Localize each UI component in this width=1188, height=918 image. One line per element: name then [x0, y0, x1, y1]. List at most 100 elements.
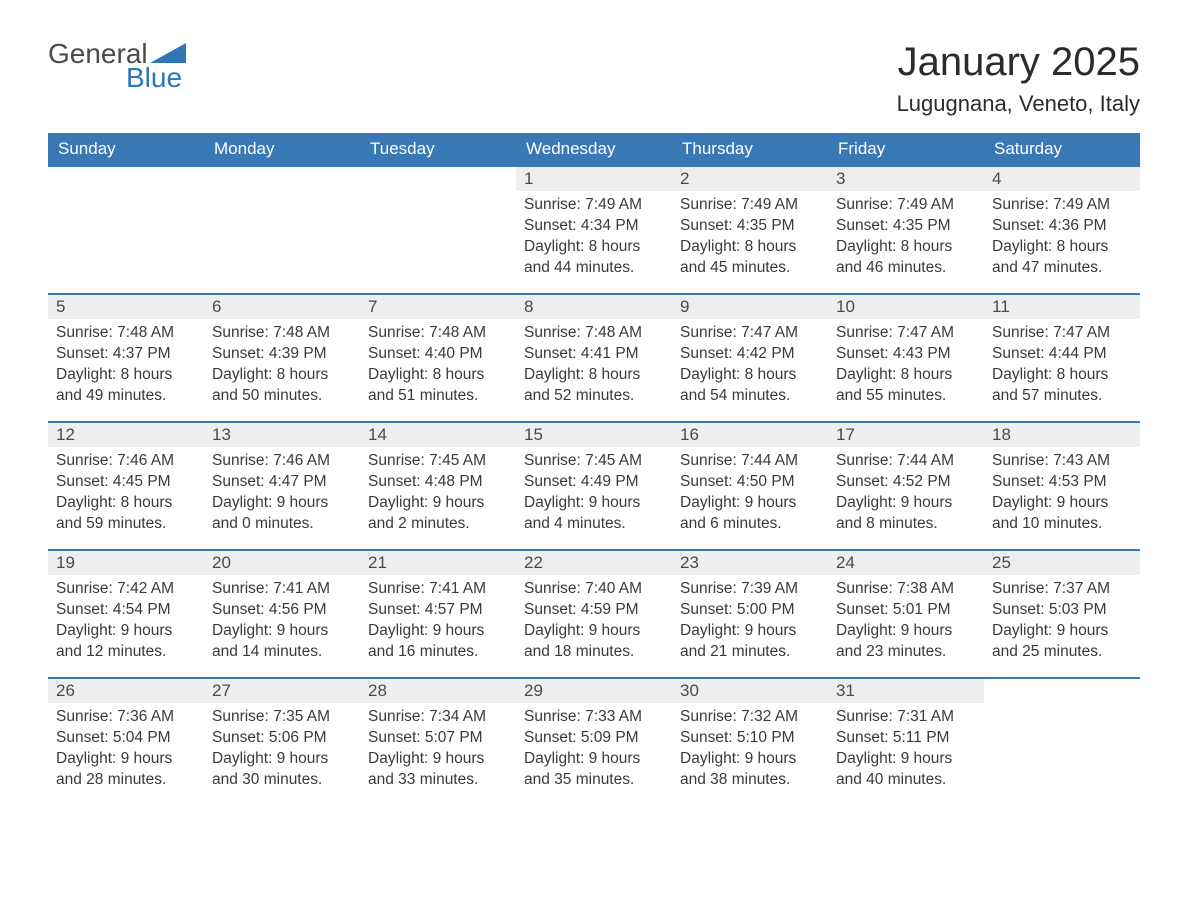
sunrise-line: Sunrise: 7:44 AM: [680, 451, 820, 472]
month-title: January 2025: [897, 40, 1140, 85]
day-number: 27: [204, 679, 360, 703]
daylight-line-1: Daylight: 9 hours: [368, 749, 508, 770]
calendar-cell: 28Sunrise: 7:34 AMSunset: 5:07 PMDayligh…: [360, 677, 516, 805]
daylight-line-1: Daylight: 8 hours: [212, 365, 352, 386]
daylight-line-2: and 51 minutes.: [368, 386, 508, 407]
daylight-line-2: and 23 minutes.: [836, 642, 976, 663]
calendar-cell: 13Sunrise: 7:46 AMSunset: 4:47 PMDayligh…: [204, 421, 360, 549]
sunrise-line: Sunrise: 7:49 AM: [524, 195, 664, 216]
daylight-line-2: and 33 minutes.: [368, 770, 508, 791]
sunset-line: Sunset: 5:10 PM: [680, 728, 820, 749]
calendar-cell: 20Sunrise: 7:41 AMSunset: 4:56 PMDayligh…: [204, 549, 360, 677]
day-number: 21: [360, 551, 516, 575]
day-number: 25: [984, 551, 1140, 575]
calendar-cell: 24Sunrise: 7:38 AMSunset: 5:01 PMDayligh…: [828, 549, 984, 677]
sunrise-line: Sunrise: 7:45 AM: [524, 451, 664, 472]
sunset-line: Sunset: 4:43 PM: [836, 344, 976, 365]
sunset-line: Sunset: 4:35 PM: [680, 216, 820, 237]
day-details: Sunrise: 7:38 AMSunset: 5:01 PMDaylight:…: [828, 575, 984, 663]
sunset-line: Sunset: 4:36 PM: [992, 216, 1132, 237]
day-number: 31: [828, 679, 984, 703]
calendar-cell: 22Sunrise: 7:40 AMSunset: 4:59 PMDayligh…: [516, 549, 672, 677]
calendar-cell: 25Sunrise: 7:37 AMSunset: 5:03 PMDayligh…: [984, 549, 1140, 677]
calendar-cell: 15Sunrise: 7:45 AMSunset: 4:49 PMDayligh…: [516, 421, 672, 549]
sunset-line: Sunset: 4:44 PM: [992, 344, 1132, 365]
daylight-line-1: Daylight: 8 hours: [680, 237, 820, 258]
day-details: Sunrise: 7:46 AMSunset: 4:47 PMDaylight:…: [204, 447, 360, 535]
daylight-line-1: Daylight: 9 hours: [56, 621, 196, 642]
sunset-line: Sunset: 4:42 PM: [680, 344, 820, 365]
calendar-cell: 29Sunrise: 7:33 AMSunset: 5:09 PMDayligh…: [516, 677, 672, 805]
daylight-line-2: and 14 minutes.: [212, 642, 352, 663]
daylight-line-1: Daylight: 8 hours: [992, 237, 1132, 258]
day-details: Sunrise: 7:39 AMSunset: 5:00 PMDaylight:…: [672, 575, 828, 663]
daylight-line-1: Daylight: 8 hours: [56, 493, 196, 514]
sunset-line: Sunset: 5:03 PM: [992, 600, 1132, 621]
day-number: 12: [48, 423, 204, 447]
day-number: 2: [672, 167, 828, 191]
day-number: 9: [672, 295, 828, 319]
sunset-line: Sunset: 4:35 PM: [836, 216, 976, 237]
calendar-cell: 31Sunrise: 7:31 AMSunset: 5:11 PMDayligh…: [828, 677, 984, 805]
daylight-line-2: and 47 minutes.: [992, 258, 1132, 279]
daylight-line-1: Daylight: 9 hours: [212, 493, 352, 514]
day-number: 20: [204, 551, 360, 575]
sunrise-line: Sunrise: 7:39 AM: [680, 579, 820, 600]
sunset-line: Sunset: 4:47 PM: [212, 472, 352, 493]
sunset-line: Sunset: 5:11 PM: [836, 728, 976, 749]
daylight-line-1: Daylight: 9 hours: [836, 493, 976, 514]
daylight-line-1: Daylight: 9 hours: [680, 493, 820, 514]
daylight-line-1: Daylight: 8 hours: [56, 365, 196, 386]
sunrise-line: Sunrise: 7:49 AM: [992, 195, 1132, 216]
daylight-line-2: and 50 minutes.: [212, 386, 352, 407]
daylight-line-1: Daylight: 9 hours: [212, 749, 352, 770]
location-subtitle: Lugugnana, Veneto, Italy: [897, 91, 1140, 117]
day-details: Sunrise: 7:49 AMSunset: 4:36 PMDaylight:…: [984, 191, 1140, 279]
day-number: 10: [828, 295, 984, 319]
day-details: Sunrise: 7:40 AMSunset: 4:59 PMDaylight:…: [516, 575, 672, 663]
daylight-line-2: and 55 minutes.: [836, 386, 976, 407]
daylight-line-2: and 35 minutes.: [524, 770, 664, 791]
calendar-cell: 7Sunrise: 7:48 AMSunset: 4:40 PMDaylight…: [360, 293, 516, 421]
day-details: Sunrise: 7:41 AMSunset: 4:56 PMDaylight:…: [204, 575, 360, 663]
sunrise-line: Sunrise: 7:37 AM: [992, 579, 1132, 600]
day-details: Sunrise: 7:37 AMSunset: 5:03 PMDaylight:…: [984, 575, 1140, 663]
weekday-header: Wednesday: [516, 133, 672, 165]
calendar-cell: 30Sunrise: 7:32 AMSunset: 5:10 PMDayligh…: [672, 677, 828, 805]
day-details: Sunrise: 7:36 AMSunset: 5:04 PMDaylight:…: [48, 703, 204, 791]
daylight-line-2: and 2 minutes.: [368, 514, 508, 535]
day-number: 7: [360, 295, 516, 319]
day-number: 18: [984, 423, 1140, 447]
sunset-line: Sunset: 5:07 PM: [368, 728, 508, 749]
sunset-line: Sunset: 5:01 PM: [836, 600, 976, 621]
daylight-line-2: and 18 minutes.: [524, 642, 664, 663]
daylight-line-2: and 0 minutes.: [212, 514, 352, 535]
day-details: Sunrise: 7:43 AMSunset: 4:53 PMDaylight:…: [984, 447, 1140, 535]
day-details: Sunrise: 7:49 AMSunset: 4:35 PMDaylight:…: [828, 191, 984, 279]
sunset-line: Sunset: 5:04 PM: [56, 728, 196, 749]
calendar-cell: 14Sunrise: 7:45 AMSunset: 4:48 PMDayligh…: [360, 421, 516, 549]
daylight-line-1: Daylight: 9 hours: [368, 493, 508, 514]
day-number: 14: [360, 423, 516, 447]
sunrise-line: Sunrise: 7:49 AM: [680, 195, 820, 216]
daylight-line-1: Daylight: 8 hours: [836, 237, 976, 258]
sunrise-line: Sunrise: 7:46 AM: [56, 451, 196, 472]
day-number: 5: [48, 295, 204, 319]
sunrise-line: Sunrise: 7:36 AM: [56, 707, 196, 728]
sunset-line: Sunset: 4:40 PM: [368, 344, 508, 365]
daylight-line-1: Daylight: 8 hours: [524, 365, 664, 386]
day-details: Sunrise: 7:35 AMSunset: 5:06 PMDaylight:…: [204, 703, 360, 791]
day-details: Sunrise: 7:47 AMSunset: 4:42 PMDaylight:…: [672, 319, 828, 407]
day-details: Sunrise: 7:32 AMSunset: 5:10 PMDaylight:…: [672, 703, 828, 791]
day-details: Sunrise: 7:33 AMSunset: 5:09 PMDaylight:…: [516, 703, 672, 791]
daylight-line-2: and 59 minutes.: [56, 514, 196, 535]
calendar-cell: 11Sunrise: 7:47 AMSunset: 4:44 PMDayligh…: [984, 293, 1140, 421]
calendar-cell: 9Sunrise: 7:47 AMSunset: 4:42 PMDaylight…: [672, 293, 828, 421]
day-details: Sunrise: 7:45 AMSunset: 4:49 PMDaylight:…: [516, 447, 672, 535]
daylight-line-1: Daylight: 8 hours: [524, 237, 664, 258]
daylight-line-1: Daylight: 9 hours: [212, 621, 352, 642]
brand-arrow-icon: [150, 41, 186, 63]
day-details: Sunrise: 7:44 AMSunset: 4:50 PMDaylight:…: [672, 447, 828, 535]
brand-word-blue: Blue: [48, 64, 186, 92]
day-details: Sunrise: 7:48 AMSunset: 4:39 PMDaylight:…: [204, 319, 360, 407]
